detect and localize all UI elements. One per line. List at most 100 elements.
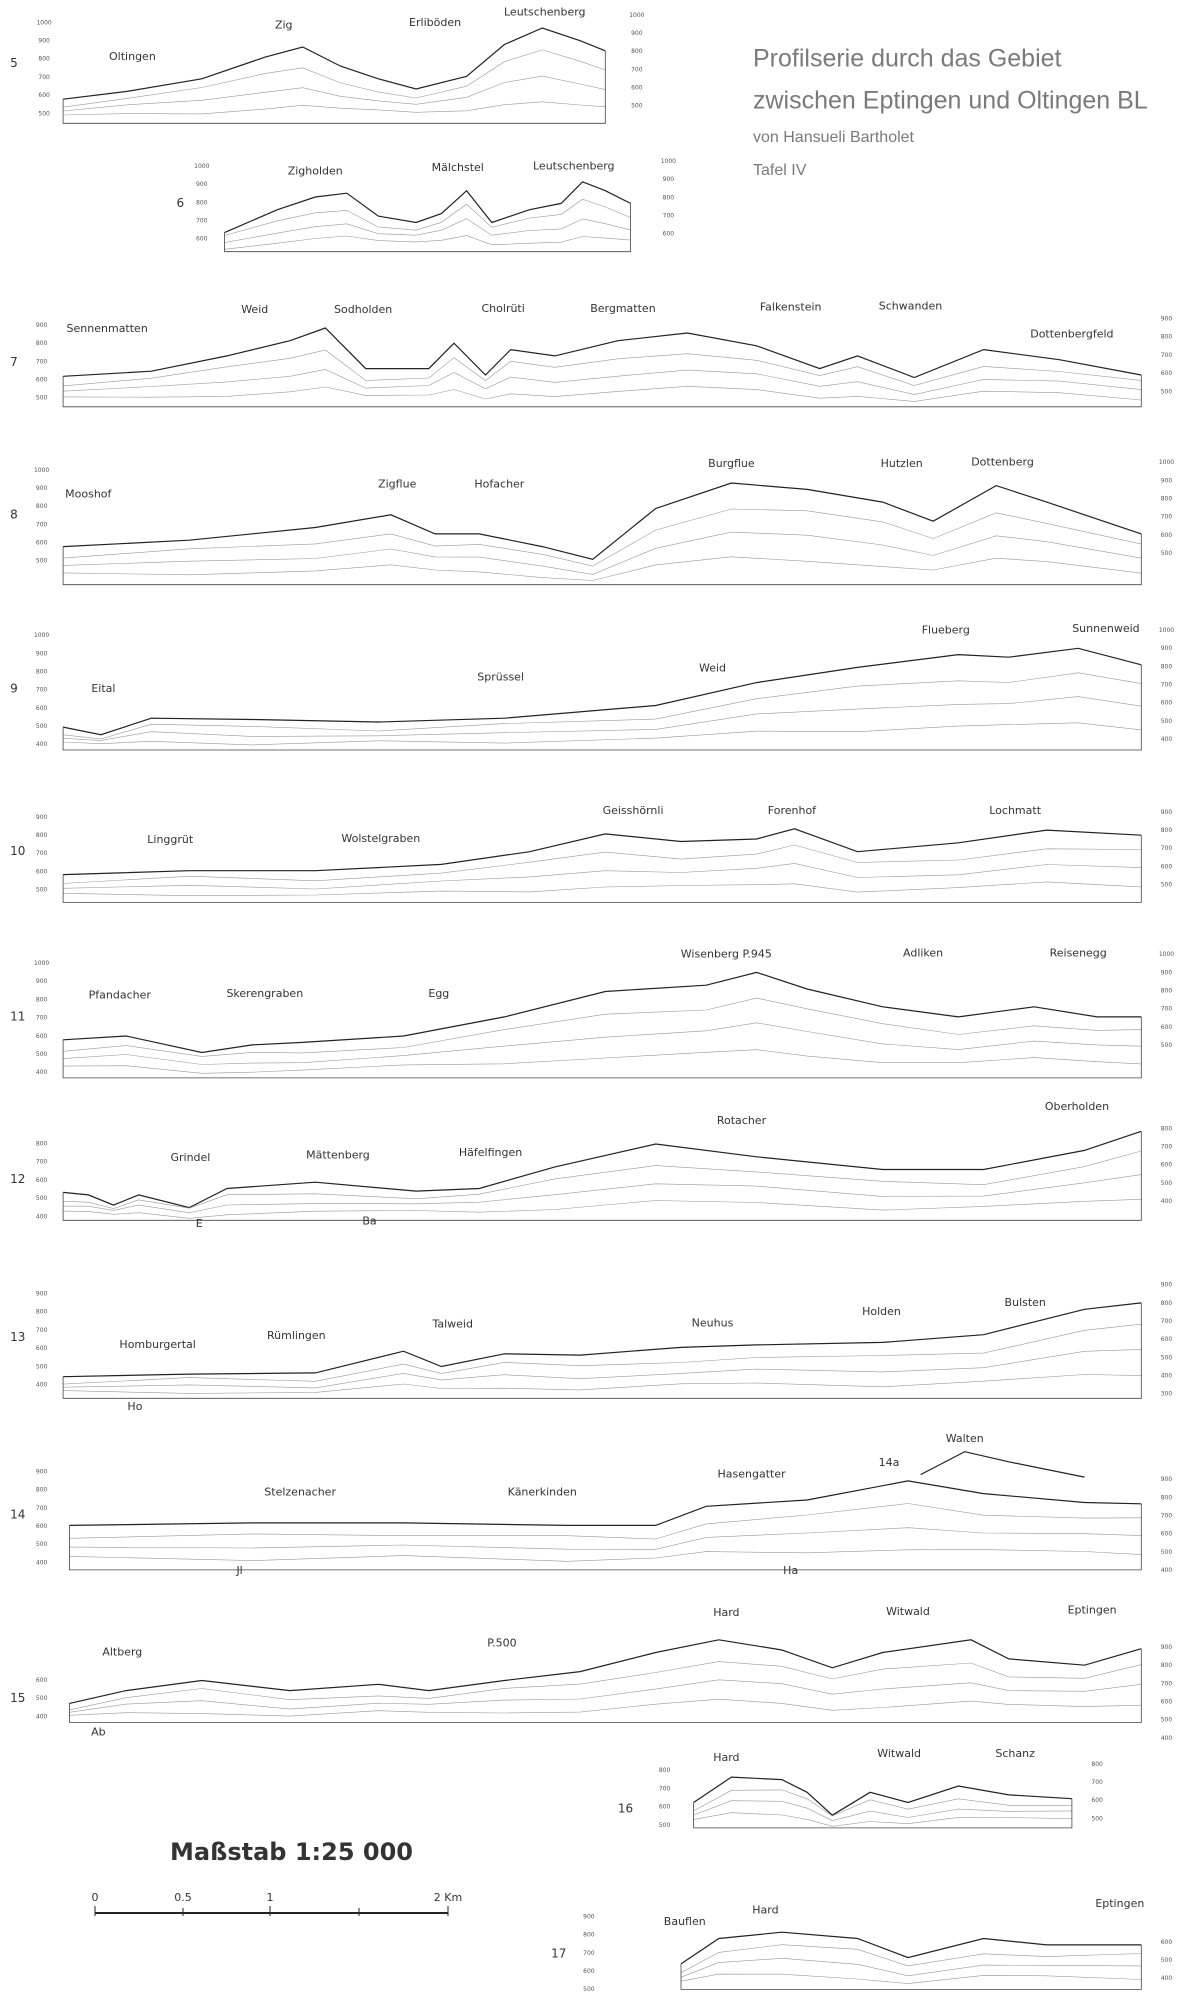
elevation-tick: 700 bbox=[36, 1327, 48, 1334]
terrain-profile bbox=[69, 1639, 1142, 1704]
rock-layer bbox=[69, 1679, 1142, 1713]
elevation-tick: 800 bbox=[38, 56, 50, 63]
elevation-tick: 900 bbox=[631, 30, 643, 37]
elevation-tick: 900 bbox=[38, 38, 50, 45]
rock-layer bbox=[69, 1503, 1142, 1540]
elevation-tick: 400 bbox=[36, 1213, 48, 1220]
elevation-tick: 900 bbox=[1161, 1476, 1173, 1483]
place-name: Linggrüt bbox=[147, 833, 194, 846]
elevation-tick: 900 bbox=[36, 485, 48, 492]
place-name: Flueberg bbox=[922, 623, 970, 636]
elevation-tick: 900 bbox=[583, 1913, 595, 1920]
place-name: Weid bbox=[699, 662, 726, 675]
elevation-tick: 400 bbox=[36, 1381, 48, 1388]
profile-frame bbox=[62, 835, 1142, 903]
place-name: Hard bbox=[713, 1751, 739, 1764]
rock-layer bbox=[63, 531, 1142, 575]
elevation-tick: 600 bbox=[38, 92, 50, 99]
elevation-tick: 700 bbox=[36, 521, 48, 528]
elevation-tick: 600 bbox=[1161, 1698, 1173, 1705]
elevation-tick: 700 bbox=[36, 687, 48, 694]
elevation-tick: 500 bbox=[36, 1541, 48, 1548]
well-label: Ba bbox=[362, 1215, 376, 1228]
place-name: Falkenstein bbox=[760, 301, 822, 314]
rock-layer bbox=[680, 1973, 1142, 1984]
elevation-tick: 800 bbox=[1161, 1300, 1173, 1307]
rock-layer bbox=[63, 75, 606, 112]
place-name: Walten bbox=[946, 1432, 984, 1445]
elevation-tick: 700 bbox=[1161, 1318, 1173, 1325]
elevation-tick: 500 bbox=[1161, 718, 1173, 725]
well-label: E bbox=[196, 1217, 203, 1230]
elevation-tick: 900 bbox=[1161, 1644, 1173, 1651]
elevation-tick: 600 bbox=[196, 236, 208, 243]
well-label: Ha bbox=[783, 1564, 798, 1577]
profile-frame bbox=[62, 375, 1142, 408]
elevation-tick: 400 bbox=[1161, 1373, 1173, 1380]
elevation-tick: 500 bbox=[36, 1363, 48, 1370]
place-name: Zig bbox=[275, 18, 293, 31]
elevation-tick: 600 bbox=[36, 1345, 48, 1352]
title-line: zwischen Eptingen und Oltingen BL bbox=[753, 87, 1148, 115]
place-name: Pfandacher bbox=[89, 988, 152, 1001]
elevation-tick: 600 bbox=[36, 705, 48, 712]
elevation-tick: 900 bbox=[196, 181, 208, 188]
place-name: Hofacher bbox=[474, 477, 524, 490]
elevation-tick: 700 bbox=[1161, 352, 1173, 359]
elevation-tick: 600 bbox=[1161, 532, 1173, 539]
elevation-tick: 700 bbox=[1161, 845, 1173, 852]
rock-layer bbox=[224, 218, 631, 243]
place-name: Sodholden bbox=[334, 303, 392, 316]
elevation-tick: 1000 bbox=[34, 632, 49, 639]
profile-number: 16 bbox=[618, 1801, 633, 1815]
elevation-tick: 600 bbox=[36, 1033, 48, 1040]
place-name: Leutschenberg bbox=[533, 160, 615, 173]
elevation-tick: 500 bbox=[631, 103, 643, 110]
place-name: Rümlingen bbox=[267, 1329, 326, 1342]
place-name: Hasengatter bbox=[718, 1468, 787, 1481]
elevation-tick: 800 bbox=[36, 1309, 48, 1316]
elevation-tick: 800 bbox=[1161, 663, 1173, 670]
terrain-profile bbox=[63, 27, 606, 100]
profile-number: 12 bbox=[10, 1172, 25, 1186]
elevation-tick: 700 bbox=[659, 1785, 671, 1792]
rock-layer bbox=[63, 844, 1142, 884]
rock-layer bbox=[693, 1800, 1072, 1822]
place-name: Neuhus bbox=[692, 1316, 734, 1329]
profile-frame bbox=[693, 1798, 1073, 1829]
elevation-tick: 800 bbox=[631, 48, 643, 55]
elevation-tick: 400 bbox=[36, 741, 48, 748]
place-name: Rotacher bbox=[717, 1114, 767, 1127]
elevation-tick: 900 bbox=[36, 1469, 48, 1476]
place-name: Adliken bbox=[903, 946, 943, 959]
elevation-tick: 900 bbox=[36, 322, 48, 329]
place-name: Forenhof bbox=[768, 804, 817, 817]
place-name: Bergmatten bbox=[590, 302, 655, 315]
profile-frame bbox=[62, 1131, 1142, 1221]
elevation-tick: 500 bbox=[1091, 1815, 1103, 1822]
rock-layer bbox=[63, 101, 606, 116]
elevation-tick: 1000 bbox=[629, 12, 644, 19]
place-name: 14a bbox=[879, 1456, 900, 1469]
elevation-tick: 900 bbox=[36, 1291, 48, 1298]
elevation-tick: 700 bbox=[1161, 1512, 1173, 1519]
title-line: Profilserie durch das Gebiet bbox=[753, 45, 1062, 73]
elevation-tick: 900 bbox=[1161, 1282, 1173, 1289]
place-name: Weid bbox=[241, 303, 268, 316]
elevation-tick: 1000 bbox=[34, 960, 49, 967]
elevation-tick: 700 bbox=[196, 218, 208, 225]
place-name: Talweid bbox=[431, 1318, 473, 1331]
rock-layer bbox=[63, 672, 1142, 740]
place-name: Burgflue bbox=[708, 457, 755, 470]
elevation-tick: 500 bbox=[1161, 388, 1173, 395]
elevation-tick: 400 bbox=[1161, 1198, 1173, 1205]
elevation-tick: 800 bbox=[663, 194, 675, 201]
elevation-tick: 1000 bbox=[194, 163, 209, 170]
place-name: Zigholden bbox=[288, 165, 343, 178]
rock-layer bbox=[63, 369, 1142, 395]
place-name: Mooshof bbox=[65, 487, 112, 500]
rock-layer bbox=[69, 1698, 1142, 1717]
elevation-tick: 700 bbox=[36, 850, 48, 857]
elevation-tick: 800 bbox=[659, 1767, 671, 1774]
elevation-tick: 500 bbox=[36, 558, 48, 565]
